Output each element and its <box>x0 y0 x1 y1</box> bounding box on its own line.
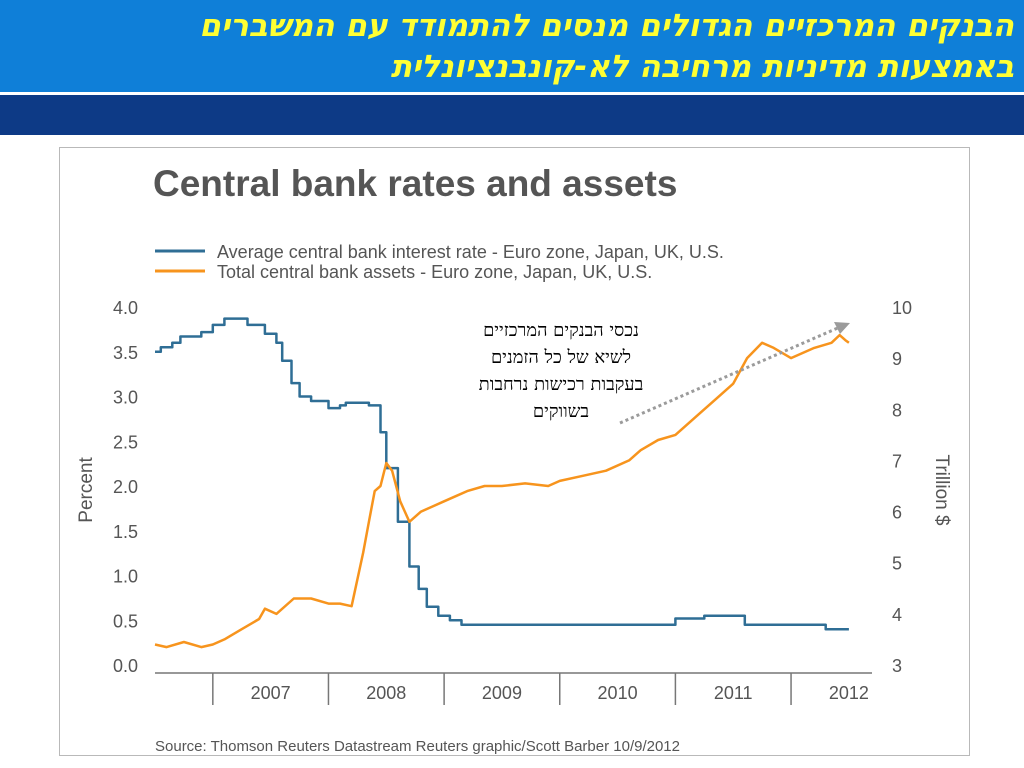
slide-title-line-1: הבנקים המרכזיים הגדולים מנסים להתמודד עם… <box>199 8 1014 44</box>
assets-series-line <box>154 333 850 649</box>
header-divider <box>0 92 1024 95</box>
slide-title: הבנקים המרכזיים הגדולים מנסים להתמודד עם… <box>14 6 1014 88</box>
x-tick-label: 2012 <box>829 683 869 703</box>
slide-title-line-2: באמצעות מדיניות מרחיבה לא-קונבנציונלית <box>390 49 1014 85</box>
chart-source: Source: Thomson Reuters Datastream Reute… <box>155 738 680 755</box>
y-tick-left-label: 3.0 <box>113 388 138 408</box>
y-tick-right-label: 5 <box>892 554 902 574</box>
y-tick-left-label: 2.0 <box>113 477 138 497</box>
y-tick-left-label: 4.0 <box>113 298 138 318</box>
rate-series-line <box>155 317 849 631</box>
y-axis-right-label: Trillion $ <box>931 454 952 526</box>
y-tick-right-label: 4 <box>892 605 902 625</box>
chart-title: Central bank rates and assets <box>153 163 677 204</box>
annotation-line-4: בשווקים <box>532 401 590 422</box>
chart-annotation: נכסי הבנקים המרכזיים לשיא של כל הזמנים ב… <box>432 317 690 425</box>
y-tick-right-label: 3 <box>892 656 902 676</box>
y-tick-left-label: 0.0 <box>113 656 138 676</box>
y-tick-right-label: 6 <box>892 503 902 523</box>
legend-rate-label: Average central bank interest rate - Eur… <box>217 242 724 262</box>
y-tick-right-label: 8 <box>892 400 902 420</box>
chart-series <box>154 317 850 649</box>
x-tick-label: 2008 <box>366 683 406 703</box>
x-tick-label: 2009 <box>482 683 522 703</box>
legend-assets-label: Total central bank assets - Euro zone, J… <box>217 262 652 282</box>
y-tick-right-label: 9 <box>892 349 902 369</box>
x-tick-label: 2011 <box>714 683 753 703</box>
y-tick-left-label: 1.5 <box>113 522 138 542</box>
y-tick-left-label: 3.5 <box>113 343 138 363</box>
header-bar <box>0 0 1024 92</box>
y-tick-left-label: 2.5 <box>113 432 138 452</box>
annotation-arrowhead <box>834 322 850 334</box>
x-tick-label: 2007 <box>251 683 291 703</box>
y-tick-right-label: 7 <box>892 451 902 471</box>
y-axis-left-label: Percent <box>76 457 97 523</box>
y-tick-left-label: 0.5 <box>113 611 138 631</box>
x-tick-label: 2010 <box>598 683 638 703</box>
annotation-line-3: בעקבות רכישות נרחבות <box>478 374 644 395</box>
annotation-line-1: נכסי הבנקים המרכזיים <box>483 320 639 341</box>
annotation-line-2: לשיא של כל הזמנים <box>490 347 632 368</box>
header-band <box>0 95 1024 135</box>
chart-axes: 0.0 0.5 1.0 1.5 2.0 2.5 3.0 3.5 4.0 3 4 5 6 7 8 9 10 2007… <box>113 298 912 705</box>
chart-frame <box>59 147 970 756</box>
annotation-arrow <box>619 325 841 425</box>
y-tick-right-label: 10 <box>892 298 912 318</box>
y-tick-left-label: 1.0 <box>113 567 138 587</box>
